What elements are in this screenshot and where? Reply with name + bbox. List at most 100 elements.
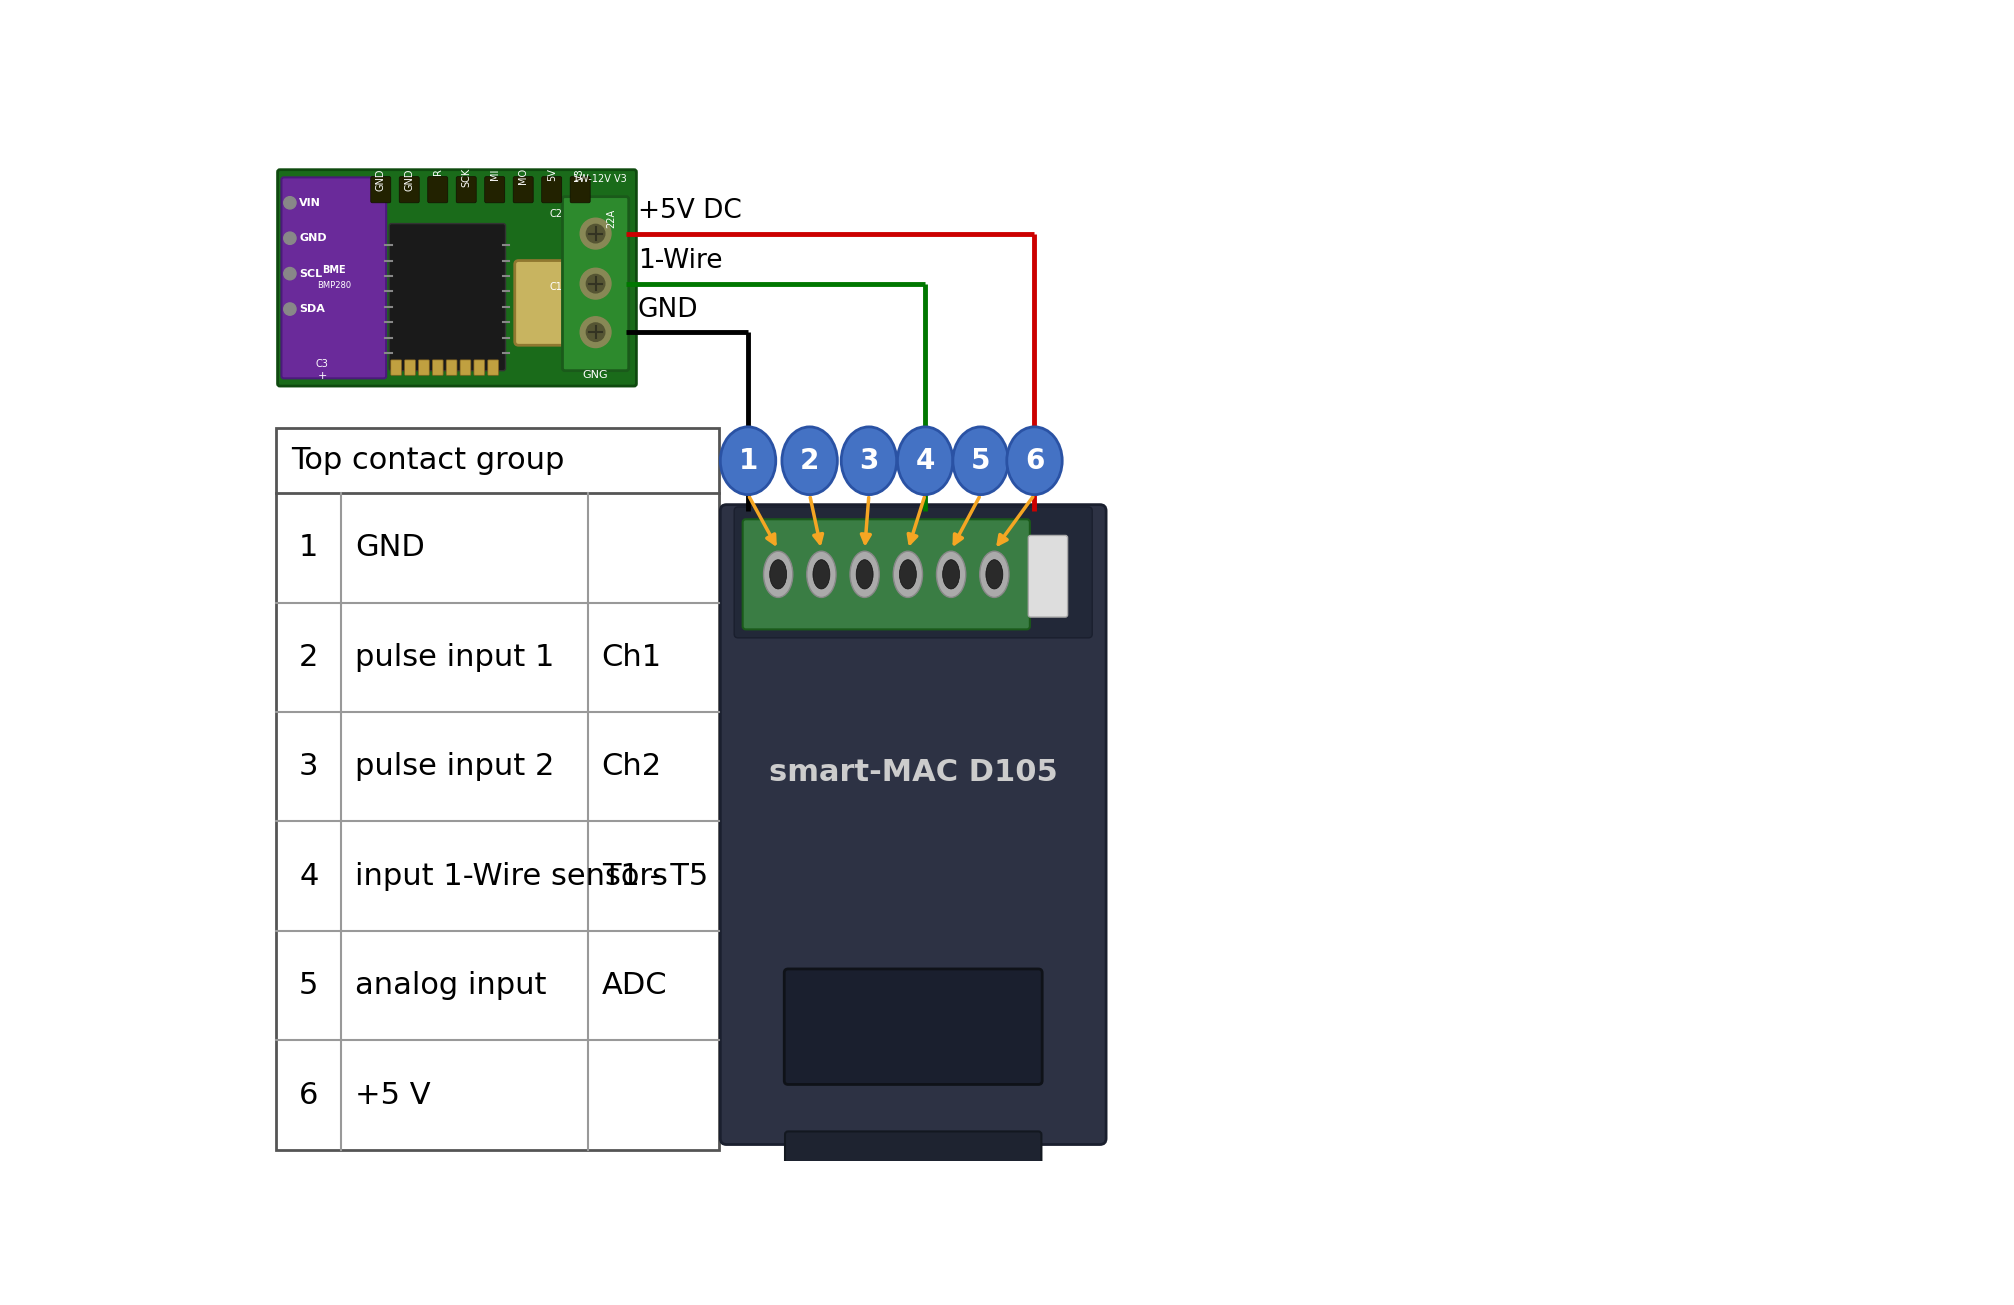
FancyBboxPatch shape	[276, 428, 719, 1150]
Ellipse shape	[721, 427, 775, 495]
Circle shape	[586, 274, 604, 292]
FancyBboxPatch shape	[785, 1131, 1041, 1164]
Text: ADC: ADC	[602, 971, 667, 1000]
FancyBboxPatch shape	[473, 360, 485, 376]
Text: GNG: GNG	[582, 369, 608, 380]
Text: MO: MO	[518, 168, 528, 184]
Text: R: R	[433, 168, 443, 175]
Ellipse shape	[943, 560, 959, 589]
Ellipse shape	[894, 551, 922, 598]
Text: 6: 6	[1025, 446, 1043, 475]
Text: 1: 1	[739, 446, 757, 475]
FancyBboxPatch shape	[447, 360, 457, 376]
FancyBboxPatch shape	[391, 360, 401, 376]
Text: 3: 3	[860, 446, 878, 475]
Text: 1: 1	[298, 534, 318, 562]
Text: GND: GND	[377, 168, 387, 191]
FancyBboxPatch shape	[570, 176, 590, 202]
FancyBboxPatch shape	[371, 176, 391, 202]
Circle shape	[586, 224, 604, 243]
Text: Ch1: Ch1	[602, 643, 663, 672]
FancyBboxPatch shape	[542, 176, 562, 202]
FancyBboxPatch shape	[459, 360, 471, 376]
Text: 3: 3	[298, 752, 318, 782]
Ellipse shape	[814, 560, 830, 589]
Text: 5V: 5V	[546, 168, 556, 181]
FancyBboxPatch shape	[516, 261, 584, 346]
Text: input 1-Wire sensors: input 1-Wire sensors	[354, 861, 669, 891]
Ellipse shape	[842, 427, 896, 495]
Text: BMP280: BMP280	[316, 281, 350, 290]
Text: pulse input 2: pulse input 2	[354, 752, 554, 782]
Text: 4: 4	[298, 861, 318, 891]
Text: C2: C2	[550, 209, 562, 219]
FancyBboxPatch shape	[743, 519, 1029, 629]
Text: GND: GND	[405, 168, 415, 191]
Ellipse shape	[987, 560, 1003, 589]
FancyBboxPatch shape	[419, 360, 429, 376]
Ellipse shape	[808, 551, 836, 598]
FancyBboxPatch shape	[399, 176, 419, 202]
Text: Top contact group: Top contact group	[292, 446, 564, 475]
FancyBboxPatch shape	[735, 506, 1092, 638]
FancyBboxPatch shape	[485, 176, 506, 202]
FancyBboxPatch shape	[514, 176, 534, 202]
Text: 2: 2	[800, 446, 820, 475]
Ellipse shape	[898, 427, 953, 495]
FancyBboxPatch shape	[487, 360, 499, 376]
Text: 5: 5	[298, 971, 318, 1000]
Text: 1-Wire: 1-Wire	[638, 248, 723, 274]
Text: MI: MI	[489, 168, 499, 180]
Text: 2: 2	[298, 643, 318, 672]
Text: 5: 5	[971, 446, 991, 475]
Text: pulse input 1: pulse input 1	[354, 643, 554, 672]
Ellipse shape	[763, 551, 794, 598]
FancyBboxPatch shape	[282, 177, 387, 378]
Ellipse shape	[900, 560, 916, 589]
Text: BME: BME	[322, 265, 346, 275]
Ellipse shape	[856, 560, 874, 589]
Ellipse shape	[850, 551, 880, 598]
Text: GND: GND	[354, 534, 425, 562]
Circle shape	[284, 268, 296, 279]
Ellipse shape	[937, 551, 967, 598]
Circle shape	[284, 197, 296, 209]
Text: SCK: SCK	[461, 168, 471, 188]
Text: analog input: analog input	[354, 971, 548, 1000]
FancyBboxPatch shape	[783, 968, 1041, 1084]
Text: T1 - T5: T1 - T5	[602, 861, 709, 891]
Text: C3: C3	[316, 359, 328, 369]
FancyBboxPatch shape	[405, 360, 415, 376]
Text: +5 V: +5 V	[354, 1081, 431, 1109]
FancyBboxPatch shape	[427, 176, 447, 202]
Text: +: +	[318, 371, 326, 381]
FancyBboxPatch shape	[278, 170, 636, 386]
Text: Ch2: Ch2	[602, 752, 663, 782]
Text: GND: GND	[300, 234, 326, 243]
Ellipse shape	[781, 427, 838, 495]
Text: V3: V3	[576, 168, 586, 181]
Circle shape	[580, 218, 610, 249]
Text: C1: C1	[550, 282, 562, 292]
Ellipse shape	[979, 551, 1009, 598]
Ellipse shape	[953, 427, 1009, 495]
Ellipse shape	[1007, 427, 1061, 495]
Text: 1W-12V V3: 1W-12V V3	[572, 174, 626, 184]
Text: GND: GND	[638, 298, 699, 322]
FancyBboxPatch shape	[389, 223, 506, 371]
Text: VIN: VIN	[300, 198, 320, 207]
Text: 22A: 22A	[606, 209, 616, 228]
Text: SDA: SDA	[300, 304, 324, 315]
FancyBboxPatch shape	[721, 505, 1106, 1144]
Circle shape	[580, 269, 610, 299]
FancyBboxPatch shape	[1029, 535, 1067, 617]
FancyBboxPatch shape	[433, 360, 443, 376]
Circle shape	[586, 322, 604, 342]
Ellipse shape	[769, 560, 787, 589]
Text: 4: 4	[916, 446, 934, 475]
FancyBboxPatch shape	[457, 176, 475, 202]
Circle shape	[580, 317, 610, 347]
Circle shape	[284, 303, 296, 316]
Text: SCL: SCL	[300, 269, 322, 279]
Text: +5V DC: +5V DC	[638, 198, 741, 224]
